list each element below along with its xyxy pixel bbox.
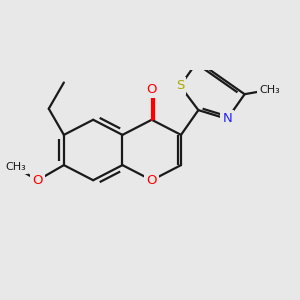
Text: CH₃: CH₃: [5, 162, 26, 172]
Text: N: N: [222, 112, 232, 125]
Text: O: O: [146, 174, 157, 187]
Text: O: O: [32, 174, 43, 187]
Text: CH₃: CH₃: [260, 85, 280, 95]
Text: S: S: [176, 80, 184, 92]
Text: O: O: [146, 83, 157, 96]
